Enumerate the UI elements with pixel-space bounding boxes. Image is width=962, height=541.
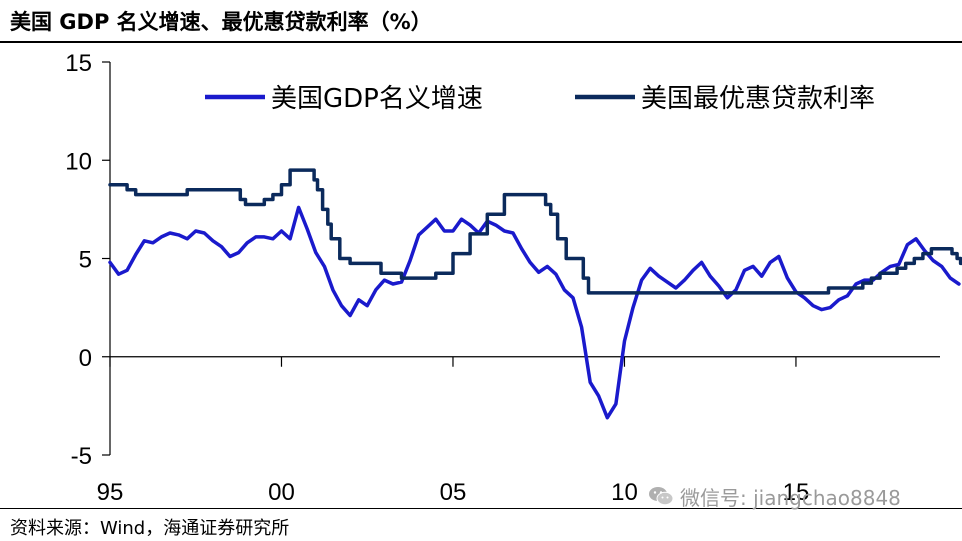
- y-tick-label: 15: [65, 50, 92, 77]
- x-tick-label: 05: [440, 479, 467, 506]
- source-note: 资料来源：Wind，海通证券研究所: [10, 518, 290, 539]
- x-tick-label: 95: [97, 479, 124, 506]
- y-tick-label: 0: [79, 345, 92, 372]
- title-divider: [0, 41, 962, 43]
- y-tick-label: 10: [65, 148, 92, 175]
- chart-legend: 美国GDP名义增速 美国最优惠贷款利率: [205, 84, 875, 114]
- watermark-text: 微信号: jiangchao8848: [680, 485, 901, 510]
- chart-title: 美国 GDP 名义增速、最优惠贷款利率（%）: [10, 10, 432, 34]
- x-tick-label: 00: [268, 479, 295, 506]
- chart-series: [108, 168, 962, 420]
- x-tick-label: 10: [611, 479, 638, 506]
- legend-label-gdp: 美国GDP名义增速: [271, 84, 483, 114]
- x-tick-label: 15: [783, 479, 810, 506]
- y-tick-label: -5: [71, 443, 92, 470]
- y-tick-label: 5: [79, 247, 92, 274]
- legend-label-prime: 美国最优惠贷款利率: [641, 84, 875, 114]
- source-divider: [0, 508, 962, 509]
- wechat-icon: [649, 487, 674, 506]
- watermark: 微信号: jiangchao8848: [648, 484, 901, 510]
- series-line-prime: [108, 168, 962, 295]
- series-line-gdp: [108, 205, 961, 420]
